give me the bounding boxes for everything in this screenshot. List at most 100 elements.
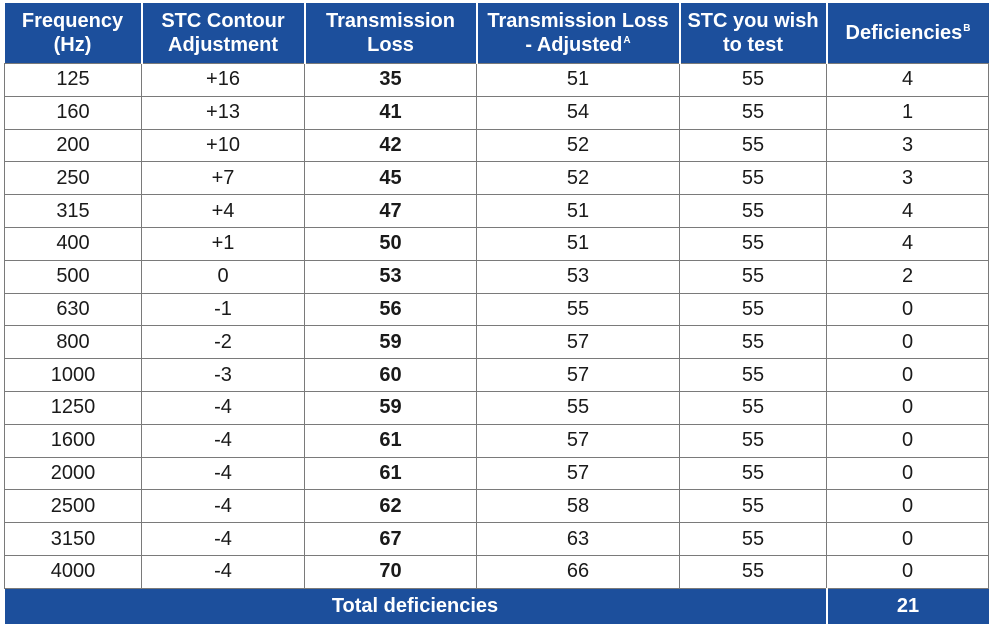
cell-frequency: 1000: [4, 358, 142, 392]
table-row: 1000 -3 60 57 55 0: [4, 358, 989, 392]
header-row: Frequency (Hz) STC Contour Adjustment Tr…: [4, 3, 989, 64]
cell-frequency: 3150: [4, 522, 142, 556]
cell-stc-test: 55: [679, 128, 827, 163]
footer-total-label: Total deficiencies: [4, 588, 828, 624]
cell-deficiencies: 1: [826, 95, 989, 130]
cell-adjustment: -4: [141, 489, 305, 524]
cell-adjustment: +16: [141, 63, 305, 97]
cell-tl-adjusted: 57: [476, 423, 680, 458]
cell-tl-adjusted: 57: [476, 456, 680, 491]
cell-adjustment: -4: [141, 423, 305, 458]
header-tl-adjusted-footnote: A: [623, 35, 631, 47]
cell-adjustment: +10: [141, 128, 305, 163]
cell-stc-test: 55: [679, 325, 827, 360]
cell-deficiencies: 0: [826, 456, 989, 491]
stc-deficiency-table: Frequency (Hz) STC Contour Adjustment Tr…: [4, 3, 989, 624]
cell-adjustment: -4: [141, 554, 305, 589]
cell-adjustment: -4: [141, 390, 305, 425]
cell-stc-test: 55: [679, 259, 827, 294]
cell-transmission-loss: 53: [304, 259, 477, 294]
cell-adjustment: 0: [141, 259, 305, 294]
table-row: 200 +10 42 52 55 3: [4, 128, 989, 163]
table-row: 1600 -4 61 57 55 0: [4, 423, 989, 458]
cell-deficiencies: 4: [826, 226, 989, 261]
cell-adjustment: -2: [141, 325, 305, 360]
header-adjustment-label: STC Contour Adjustment: [161, 10, 285, 56]
table-row: 800 -2 59 57 55 0: [4, 325, 989, 360]
cell-frequency: 2000: [4, 456, 142, 491]
cell-stc-test: 55: [679, 63, 827, 97]
cell-frequency: 500: [4, 259, 142, 294]
cell-transmission-loss: 70: [304, 554, 477, 589]
cell-deficiencies: 0: [826, 358, 989, 392]
cell-frequency: 4000: [4, 554, 142, 589]
cell-deficiencies: 2: [826, 259, 989, 294]
cell-transmission-loss: 59: [304, 325, 477, 360]
cell-frequency: 2500: [4, 489, 142, 524]
cell-tl-adjusted: 52: [476, 128, 680, 163]
cell-deficiencies: 0: [826, 390, 989, 425]
cell-stc-test: 55: [679, 226, 827, 261]
cell-stc-test: 55: [679, 554, 827, 589]
header-deficiencies-footnote: B: [963, 23, 971, 35]
table-row: 250 +7 45 52 55 3: [4, 161, 989, 196]
cell-transmission-loss: 61: [304, 456, 477, 491]
cell-frequency: 250: [4, 161, 142, 196]
cell-transmission-loss: 60: [304, 358, 477, 392]
cell-transmission-loss: 59: [304, 390, 477, 425]
header-tl-adjusted-label: Transmission Loss - Adjusted: [487, 10, 669, 56]
cell-stc-test: 55: [679, 423, 827, 458]
cell-tl-adjusted: 58: [476, 489, 680, 524]
cell-adjustment: -4: [141, 522, 305, 556]
table-row: 160 +13 41 54 55 1: [4, 95, 989, 130]
cell-deficiencies: 3: [826, 128, 989, 163]
table-row: 125 +16 35 51 55 4: [4, 63, 989, 97]
header-deficiencies-label: Deficiencies: [845, 22, 963, 44]
cell-deficiencies: 4: [826, 194, 989, 228]
header-stc-test: STC you wish to test: [679, 3, 828, 64]
table-row: 630 -1 56 55 55 0: [4, 292, 989, 327]
cell-adjustment: -1: [141, 292, 305, 327]
cell-tl-adjusted: 55: [476, 390, 680, 425]
cell-deficiencies: 0: [826, 325, 989, 360]
cell-stc-test: 55: [679, 161, 827, 196]
cell-frequency: 200: [4, 128, 142, 163]
cell-deficiencies: 0: [826, 554, 989, 589]
cell-adjustment: +7: [141, 161, 305, 196]
table-row: 3150 -4 67 63 55 0: [4, 522, 989, 556]
cell-frequency: 125: [4, 63, 142, 97]
cell-frequency: 315: [4, 194, 142, 228]
cell-transmission-loss: 62: [304, 489, 477, 524]
cell-frequency: 1250: [4, 390, 142, 425]
cell-deficiencies: 0: [826, 489, 989, 524]
cell-adjustment: -3: [141, 358, 305, 392]
cell-transmission-loss: 45: [304, 161, 477, 196]
cell-tl-adjusted: 57: [476, 325, 680, 360]
cell-tl-adjusted: 57: [476, 358, 680, 392]
cell-tl-adjusted: 51: [476, 194, 680, 228]
cell-stc-test: 55: [679, 489, 827, 524]
cell-tl-adjusted: 54: [476, 95, 680, 130]
cell-transmission-loss: 41: [304, 95, 477, 130]
cell-deficiencies: 3: [826, 161, 989, 196]
cell-transmission-loss: 56: [304, 292, 477, 327]
cell-adjustment: +4: [141, 194, 305, 228]
cell-stc-test: 55: [679, 522, 827, 556]
cell-frequency: 1600: [4, 423, 142, 458]
footer-total-value: 21: [826, 588, 989, 624]
cell-stc-test: 55: [679, 456, 827, 491]
header-adjustment: STC Contour Adjustment: [141, 3, 306, 64]
cell-frequency: 160: [4, 95, 142, 130]
header-frequency-label: Frequency (Hz): [21, 10, 124, 56]
cell-tl-adjusted: 63: [476, 522, 680, 556]
cell-deficiencies: 0: [826, 292, 989, 327]
cell-transmission-loss: 35: [304, 63, 477, 97]
cell-stc-test: 55: [679, 390, 827, 425]
cell-tl-adjusted: 66: [476, 554, 680, 589]
table-header: Frequency (Hz) STC Contour Adjustment Tr…: [4, 3, 989, 64]
cell-tl-adjusted: 52: [476, 161, 680, 196]
table-row: 315 +4 47 51 55 4: [4, 194, 989, 228]
cell-transmission-loss: 47: [304, 194, 477, 228]
cell-stc-test: 55: [679, 194, 827, 228]
table-row: 2000 -4 61 57 55 0: [4, 456, 989, 491]
